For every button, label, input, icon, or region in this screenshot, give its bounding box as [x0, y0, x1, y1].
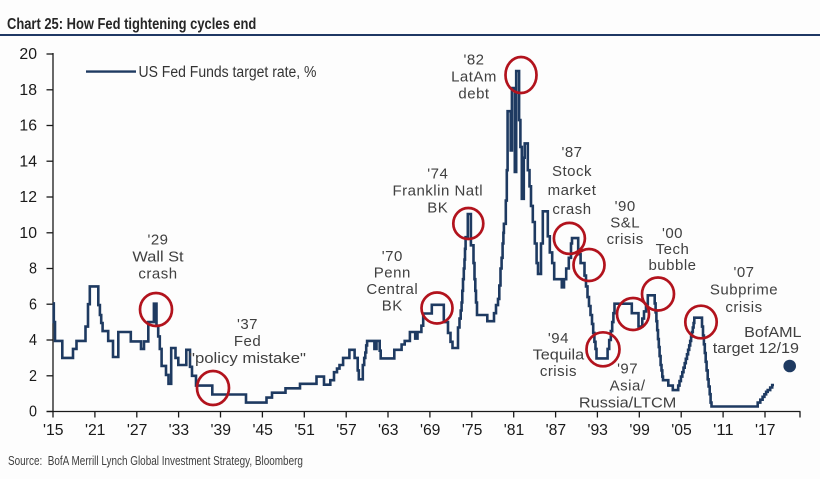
svg-text:'33: '33 [169, 422, 190, 439]
svg-text:'15: '15 [43, 422, 64, 439]
svg-text:crash: crash [552, 201, 591, 218]
svg-text:'00: '00 [662, 225, 683, 242]
svg-text:2: 2 [29, 368, 37, 385]
svg-text:'57: '57 [336, 422, 357, 439]
svg-text:BofAML: BofAML [744, 324, 801, 341]
svg-text:20: 20 [19, 46, 37, 63]
svg-text:'69: '69 [420, 422, 441, 439]
svg-text:4: 4 [29, 332, 37, 349]
svg-text:'87: '87 [546, 422, 567, 439]
svg-text:'75: '75 [462, 422, 483, 439]
svg-text:'37: '37 [237, 316, 258, 333]
svg-text:'29: '29 [147, 232, 168, 249]
svg-text:18: 18 [19, 82, 37, 99]
svg-text:crisis: crisis [607, 231, 644, 248]
svg-text:'74: '74 [427, 166, 448, 183]
svg-text:crisis: crisis [725, 299, 762, 316]
svg-text:Subprime: Subprime [710, 282, 778, 299]
svg-text:BK: BK [427, 200, 448, 217]
svg-text:'99: '99 [629, 422, 650, 439]
svg-text:'70: '70 [382, 248, 403, 265]
svg-text:Franklin Natl: Franklin Natl [392, 183, 483, 200]
svg-text:'05: '05 [671, 422, 692, 439]
svg-text:10: 10 [19, 225, 37, 242]
svg-text:Tech: Tech [656, 241, 690, 258]
svg-text:16: 16 [19, 118, 37, 135]
svg-text:Russia/LTCM: Russia/LTCM [579, 395, 676, 412]
svg-text:crash: crash [138, 266, 177, 283]
svg-text:'93: '93 [587, 422, 608, 439]
svg-text:'45: '45 [252, 422, 273, 439]
svg-text:'21: '21 [85, 422, 106, 439]
svg-text:'07: '07 [733, 264, 754, 281]
svg-text:BK: BK [382, 298, 403, 315]
svg-text:'17: '17 [755, 422, 776, 439]
svg-text:12: 12 [19, 189, 37, 206]
svg-text:'87: '87 [561, 144, 582, 161]
svg-text:'90: '90 [615, 198, 636, 215]
svg-text:'82: '82 [463, 52, 484, 69]
svg-text:LatAm: LatAm [451, 69, 497, 86]
svg-text:'27: '27 [127, 422, 148, 439]
svg-text:14: 14 [19, 153, 37, 170]
svg-text:market: market [548, 182, 597, 199]
svg-text:Tequila: Tequila [533, 346, 585, 363]
svg-text:Wall St: Wall St [132, 249, 184, 266]
svg-text:8: 8 [29, 261, 37, 278]
svg-text:0: 0 [29, 404, 37, 421]
svg-text:Central: Central [366, 281, 418, 298]
svg-text:'81: '81 [504, 422, 525, 439]
svg-text:'11: '11 [713, 422, 734, 439]
svg-text:6: 6 [29, 296, 37, 313]
svg-text:S&L: S&L [610, 215, 640, 232]
svg-text:bubble: bubble [648, 257, 696, 274]
svg-text:US Fed Funds target rate, %: US Fed Funds target rate, % [139, 64, 317, 81]
svg-text:"policy mistake": "policy mistake" [189, 350, 306, 367]
svg-text:Asia/: Asia/ [610, 378, 646, 395]
svg-text:'94: '94 [548, 330, 569, 347]
svg-text:Penn: Penn [374, 265, 411, 282]
svg-text:Stock: Stock [552, 163, 592, 180]
svg-text:'63: '63 [378, 422, 399, 439]
svg-text:Fed: Fed [234, 333, 261, 350]
svg-text:crisis: crisis [540, 363, 577, 380]
svg-text:target 12/19: target 12/19 [713, 340, 799, 357]
svg-text:'39: '39 [211, 422, 232, 439]
svg-text:debt: debt [458, 86, 490, 103]
svg-text:'97: '97 [617, 361, 638, 378]
svg-text:'51: '51 [294, 422, 315, 439]
